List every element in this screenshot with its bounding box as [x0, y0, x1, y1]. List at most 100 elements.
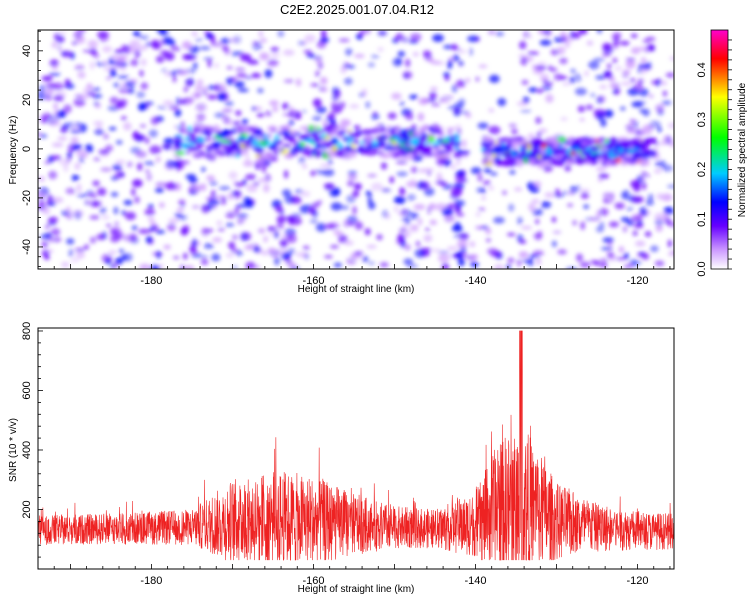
spectrogram-cell — [368, 201, 376, 210]
spectrogram-cell — [502, 190, 507, 195]
spectrogram-cell — [251, 106, 256, 111]
spectrogram-cell — [255, 156, 265, 166]
spectrogram-cell — [155, 55, 165, 64]
spectrogram-cell — [175, 158, 184, 166]
spectrogram-cell — [256, 112, 264, 118]
spectrogram-cell — [535, 218, 540, 225]
spectrogram-cell — [347, 175, 358, 180]
spectrogram-cell — [302, 245, 310, 250]
spectrogram-cell — [665, 217, 671, 225]
spectrogram-cell — [281, 102, 289, 110]
spectrogram-x-tick-label: -140 — [464, 275, 486, 287]
spectrogram-cell — [623, 252, 629, 260]
spectrogram-cell — [605, 71, 613, 79]
spectrogram-cell — [201, 88, 209, 96]
spectrogram-feature-cell — [364, 128, 369, 135]
spectrogram-cell — [442, 183, 453, 190]
spectrogram-feature-cell — [580, 138, 589, 143]
spectrogram-cell — [147, 204, 154, 209]
spectrogram-cell — [631, 215, 642, 222]
spectrogram-cell — [115, 159, 126, 164]
snr-x-axis: -180 -160 -140 -120 — [37, 564, 671, 587]
spectrogram-feature-cell — [240, 132, 249, 138]
spectrogram-cell — [400, 35, 408, 43]
spectrogram-cell — [84, 244, 89, 250]
spectrogram-feature-cell — [188, 145, 198, 152]
spectrogram-cell — [406, 264, 419, 268]
spectrogram-cell — [428, 91, 437, 99]
spectrogram-cell — [445, 203, 456, 209]
spectrogram-cell — [427, 57, 434, 63]
spectrogram-cell — [455, 174, 466, 183]
spectrogram-cell — [245, 154, 250, 163]
spectrogram-cell — [348, 222, 354, 226]
spectrogram-cell — [470, 261, 479, 268]
spectrogram-feature-cell — [418, 145, 422, 153]
spectrogram-feature-cell — [283, 124, 291, 131]
spectrogram-cell — [669, 56, 674, 60]
spectrogram-cell — [534, 232, 543, 241]
spectrogram-feature-cell — [454, 134, 461, 138]
spectrogram-feature-cell — [337, 150, 345, 158]
spectrogram-feature-cell — [187, 125, 192, 132]
spectrogram-cell — [625, 57, 636, 61]
spectrogram-feature-cell — [386, 125, 392, 129]
spectrogram-cell — [242, 160, 254, 167]
spectrogram-blobs — [38, 30, 674, 269]
spectrogram-cell — [367, 173, 377, 178]
spectrogram-cell — [438, 250, 450, 255]
spectrogram-cell — [520, 56, 528, 66]
spectrogram-cell — [299, 204, 312, 214]
spectrogram-feature-cell — [598, 137, 606, 142]
spectrogram-cell — [48, 170, 58, 180]
colorbar-tick-label: 0.3 — [696, 112, 708, 127]
spectrogram-cell — [274, 231, 279, 239]
spectrogram-cell — [331, 101, 336, 109]
spectrogram-feature-cell — [346, 146, 353, 152]
spectrogram-cell — [580, 188, 591, 193]
spectrogram-cell — [56, 31, 68, 35]
spectrogram-cell — [488, 125, 501, 135]
spectrogram-cell — [430, 103, 441, 107]
spectrogram-cell — [377, 30, 388, 37]
spectrogram-cell — [210, 190, 216, 198]
spectrogram-feature-cell — [571, 137, 576, 144]
snr-y-axis-label: SNR (10 * v/v) — [8, 418, 19, 482]
spectrogram-cell — [409, 39, 419, 44]
spectrogram-cell — [51, 142, 64, 148]
spectrogram-cell — [309, 219, 319, 223]
spectrogram-cell — [263, 235, 268, 243]
spectrogram-cell — [575, 253, 584, 262]
spectrogram-y-tick-label: 20 — [21, 94, 33, 106]
spectrogram-cell — [129, 59, 139, 67]
spectrogram-cell — [244, 244, 253, 251]
spectrogram-cell — [662, 90, 668, 97]
spectrogram-feature-cell — [601, 153, 610, 158]
spectrogram-cell — [461, 139, 467, 148]
spectrogram-feature-cell — [259, 143, 264, 147]
spectrogram-cell — [423, 187, 435, 197]
spectrogram-cell — [438, 253, 450, 263]
spectrogram-cell — [172, 74, 177, 83]
spectrogram-feature-cell — [377, 141, 385, 147]
spectrogram-cell — [189, 245, 197, 254]
spectrogram-cell — [353, 183, 362, 191]
spectrogram-feature-cell — [385, 130, 391, 134]
spectrogram-cell — [228, 38, 239, 43]
spectrogram-cell — [321, 30, 327, 38]
spectrogram-feature-cell — [281, 129, 291, 137]
spectrogram-cell — [557, 249, 567, 255]
spectrogram-cell — [72, 209, 85, 217]
spectrogram-cell — [612, 57, 618, 64]
spectrogram-cell — [292, 110, 297, 116]
spectrogram-cell — [612, 32, 622, 40]
spectrogram-cell — [322, 168, 335, 177]
spectrogram-cell — [660, 81, 668, 86]
spectrogram-cell — [600, 118, 607, 128]
spectrogram-feature-cell — [299, 141, 306, 148]
spectrogram-cell — [478, 64, 488, 68]
spectrogram-cell — [572, 220, 577, 226]
spectrogram-cell — [608, 241, 613, 247]
spectrogram-cell — [66, 238, 75, 245]
spectrogram-cell — [183, 265, 195, 269]
